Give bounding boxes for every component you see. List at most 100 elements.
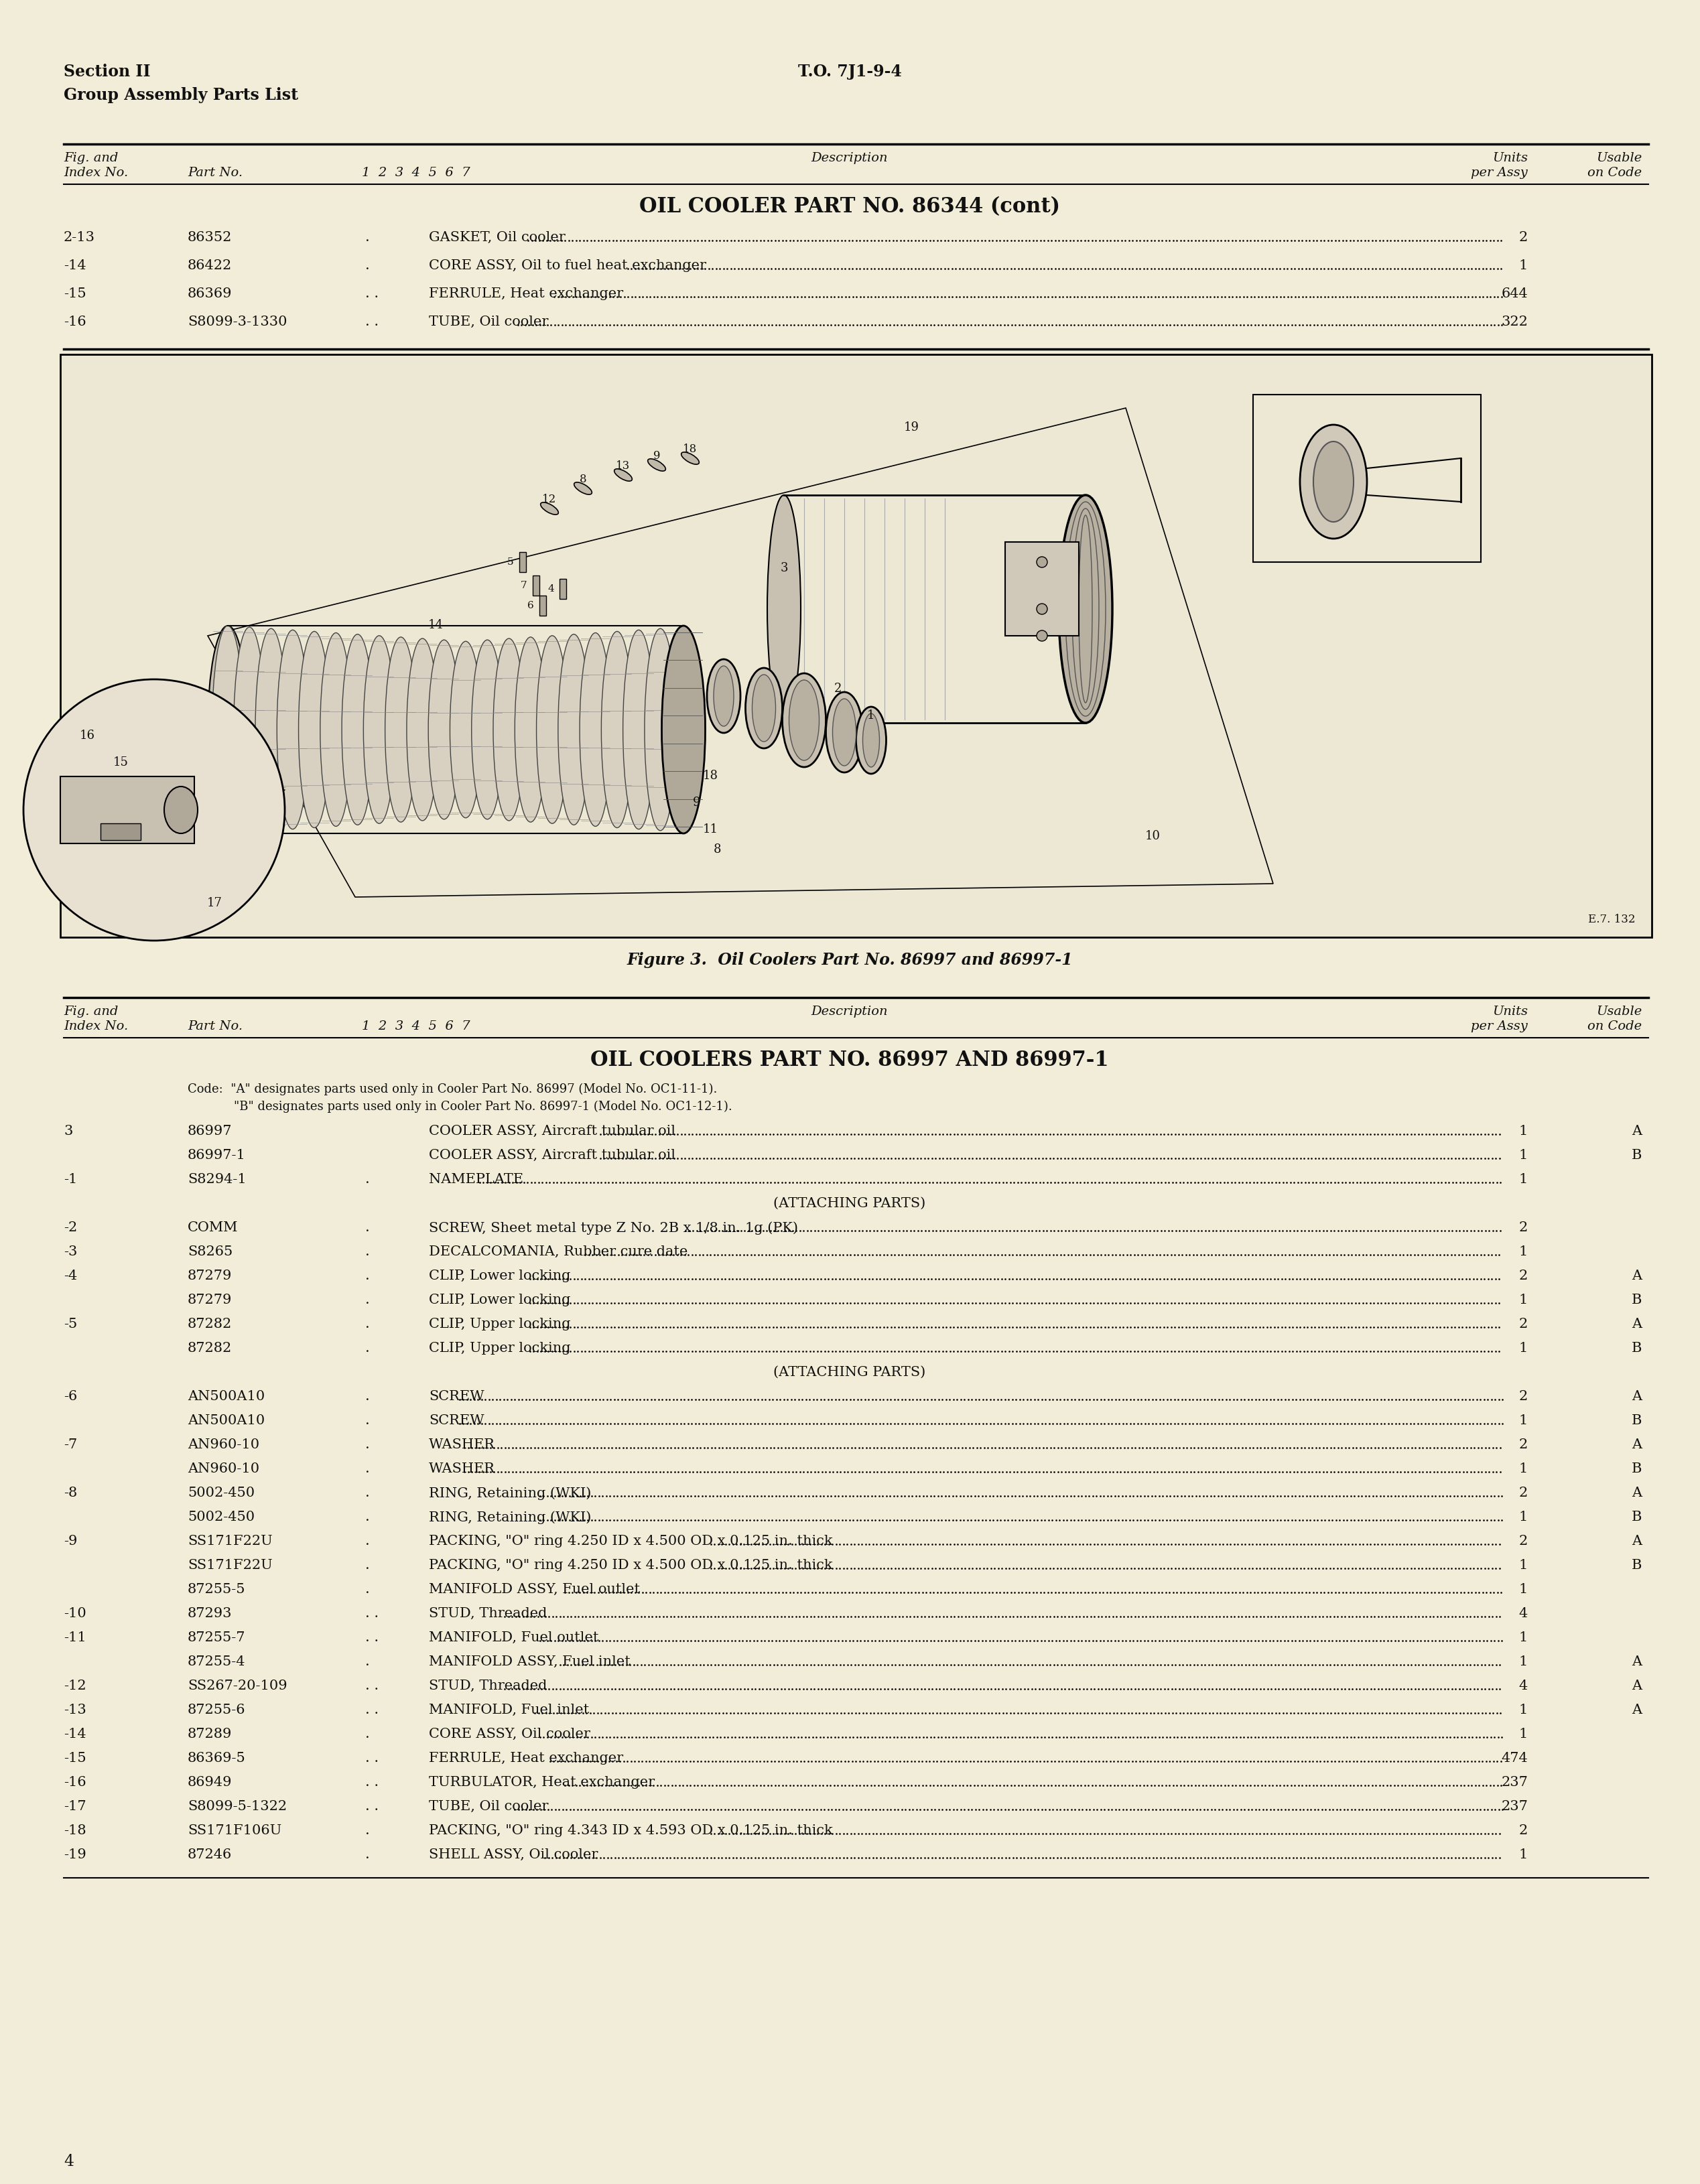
Ellipse shape	[682, 452, 699, 465]
Text: 87279: 87279	[187, 1269, 233, 1282]
Text: (ATTACHING PARTS): (ATTACHING PARTS)	[774, 1197, 927, 1210]
Text: 1: 1	[1518, 1631, 1528, 1645]
Text: A: A	[1632, 1487, 1642, 1500]
Text: COOLER ASSY, Aircraft tubular oil: COOLER ASSY, Aircraft tubular oil	[428, 1125, 675, 1138]
Text: 86997-1: 86997-1	[187, 1149, 246, 1162]
Ellipse shape	[622, 629, 654, 830]
Text: 5002-450: 5002-450	[187, 1487, 255, 1500]
Text: 237: 237	[1501, 1800, 1528, 1813]
Text: per Assy: per Assy	[1470, 166, 1528, 179]
Circle shape	[1037, 603, 1047, 614]
Text: 1: 1	[1518, 1704, 1528, 1717]
Text: .: .	[366, 1463, 369, 1474]
Ellipse shape	[580, 633, 612, 826]
Text: .: .	[366, 1559, 369, 1572]
Ellipse shape	[233, 627, 265, 832]
Text: Fig. and: Fig. and	[63, 153, 119, 164]
Text: TUBE, Oil cooler: TUBE, Oil cooler	[428, 314, 549, 328]
Ellipse shape	[406, 638, 439, 821]
Text: CLIP, Upper locking: CLIP, Upper locking	[428, 1341, 571, 1354]
Text: 5002-450: 5002-450	[187, 1511, 255, 1524]
Text: -9: -9	[63, 1535, 76, 1548]
Text: S8099-5-1322: S8099-5-1322	[187, 1800, 287, 1813]
Text: COOLER ASSY, Aircraft tubular oil: COOLER ASSY, Aircraft tubular oil	[428, 1149, 675, 1162]
Text: -8: -8	[63, 1487, 76, 1500]
Text: Group Assembly Parts List: Group Assembly Parts List	[63, 87, 297, 103]
Text: Part No.: Part No.	[187, 166, 243, 179]
Text: .: .	[366, 1317, 369, 1330]
Text: -13: -13	[63, 1704, 87, 1717]
Text: 86997: 86997	[187, 1125, 233, 1138]
Text: 2: 2	[1518, 1391, 1528, 1402]
Text: 87255-4: 87255-4	[187, 1655, 245, 1669]
Text: 5: 5	[507, 557, 513, 568]
Text: AN960-10: AN960-10	[187, 1463, 260, 1474]
Text: Description: Description	[811, 1005, 887, 1018]
Text: 2: 2	[1518, 1439, 1528, 1450]
Text: 1: 1	[1518, 1173, 1528, 1186]
Text: 1: 1	[867, 710, 876, 721]
Ellipse shape	[428, 640, 461, 819]
Text: 1: 1	[1518, 1341, 1528, 1354]
Ellipse shape	[575, 483, 592, 494]
Text: 4: 4	[63, 2153, 73, 2169]
Circle shape	[1037, 557, 1047, 568]
Ellipse shape	[789, 679, 819, 760]
Text: .: .	[366, 1221, 369, 1234]
Text: .: .	[366, 1655, 369, 1669]
Ellipse shape	[1300, 424, 1367, 539]
Ellipse shape	[707, 660, 741, 734]
Text: . .: . .	[366, 1631, 379, 1645]
Text: S8294-1: S8294-1	[187, 1173, 246, 1186]
Text: T.O. 7J1-9-4: T.O. 7J1-9-4	[797, 63, 901, 81]
Bar	[1253, 395, 1481, 561]
Text: A: A	[1632, 1317, 1642, 1330]
Bar	[518, 553, 525, 572]
Text: FERRULE, Heat exchanger: FERRULE, Heat exchanger	[428, 288, 624, 299]
Text: 87279: 87279	[187, 1293, 233, 1306]
Ellipse shape	[833, 699, 857, 767]
Text: SS171F22U: SS171F22U	[187, 1535, 272, 1548]
Text: B: B	[1632, 1559, 1642, 1572]
Text: COMM: COMM	[187, 1221, 238, 1234]
Text: 4: 4	[547, 583, 554, 594]
Text: 1: 1	[1518, 1728, 1528, 1741]
Text: -17: -17	[63, 1800, 87, 1813]
Text: DECALCOMANIA, Rubber cure date: DECALCOMANIA, Rubber cure date	[428, 1245, 689, 1258]
Text: CLIP, Lower locking: CLIP, Lower locking	[428, 1293, 571, 1306]
Text: 18: 18	[702, 769, 717, 782]
Text: TUBE, Oil cooler: TUBE, Oil cooler	[428, 1800, 549, 1813]
Text: 1: 1	[1518, 1293, 1528, 1306]
Text: -6: -6	[63, 1391, 76, 1402]
Ellipse shape	[277, 629, 308, 830]
Text: SS267-20-109: SS267-20-109	[187, 1679, 287, 1693]
Text: 2: 2	[1518, 1269, 1528, 1282]
Ellipse shape	[212, 627, 243, 834]
Text: A: A	[1632, 1679, 1642, 1693]
Text: 17: 17	[207, 898, 223, 909]
Text: .: .	[366, 1173, 369, 1186]
Text: 9: 9	[694, 797, 700, 808]
Ellipse shape	[1059, 496, 1112, 723]
Text: .: .	[366, 1415, 369, 1426]
Text: B: B	[1632, 1341, 1642, 1354]
Text: 4: 4	[1518, 1679, 1528, 1693]
Text: -2: -2	[63, 1221, 76, 1234]
Text: 1  2  3  4  5  6  7: 1 2 3 4 5 6 7	[362, 166, 471, 179]
Text: Units: Units	[1493, 1005, 1528, 1018]
Ellipse shape	[207, 627, 248, 834]
Text: Usable: Usable	[1596, 1005, 1642, 1018]
Bar	[539, 596, 546, 616]
Text: -10: -10	[63, 1607, 87, 1621]
Text: 1: 1	[1518, 1415, 1528, 1426]
Ellipse shape	[782, 673, 826, 767]
Text: 1: 1	[1518, 1655, 1528, 1669]
Text: .: .	[366, 1824, 369, 1837]
Text: 3: 3	[780, 561, 787, 574]
Text: WASHER: WASHER	[428, 1439, 495, 1450]
Text: .: .	[366, 1341, 369, 1354]
Circle shape	[24, 679, 286, 941]
Text: 9: 9	[653, 450, 660, 461]
Text: RING, Retaining (WKI): RING, Retaining (WKI)	[428, 1487, 592, 1500]
Ellipse shape	[493, 638, 525, 821]
